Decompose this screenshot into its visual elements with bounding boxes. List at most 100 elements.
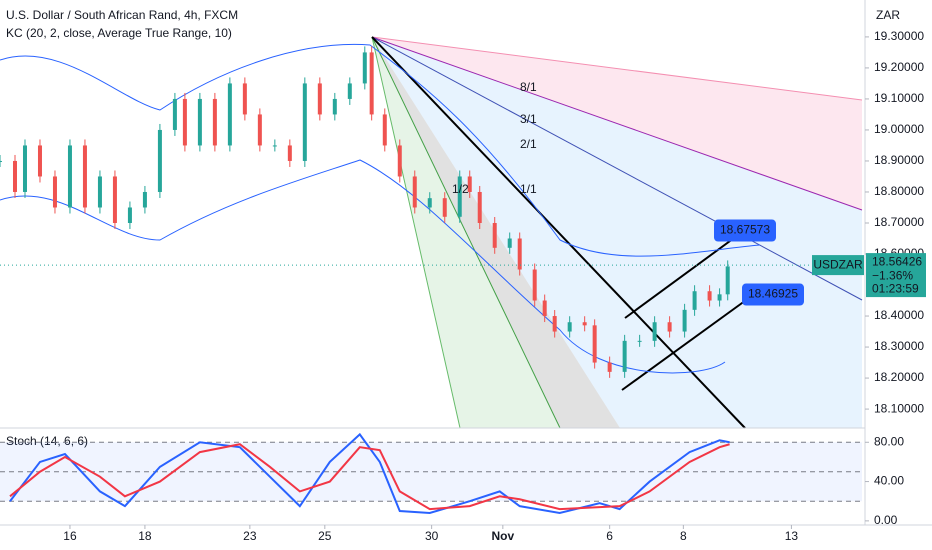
candle (652, 322, 657, 341)
candle (667, 322, 672, 332)
candle (637, 340, 642, 342)
y-tick-label: 80.00 (874, 434, 904, 448)
candle (317, 83, 322, 115)
candle (37, 145, 42, 177)
candle (532, 269, 537, 301)
keltner-upper (0, 43, 761, 257)
candle (227, 83, 232, 146)
fan-line (371, 36, 561, 429)
x-tick-label: 18 (138, 529, 152, 543)
y-tick-label: 18.20000 (874, 370, 924, 384)
candle (97, 176, 102, 208)
candle (362, 52, 367, 84)
y-tick-label: 19.00000 (874, 122, 924, 136)
price-annotation: 18.46925 (748, 287, 798, 301)
fan-label: 2/1 (520, 137, 537, 151)
symbol-label: USDZAR (813, 257, 863, 271)
candle (707, 291, 712, 301)
candle (622, 340, 627, 372)
x-tick-label: 16 (63, 529, 77, 543)
candle (242, 83, 247, 115)
candle (427, 198, 432, 208)
candle (592, 325, 597, 363)
candle (112, 176, 117, 223)
candle (369, 52, 374, 115)
stoch-title: Stoch (14, 6, 6) (6, 434, 88, 448)
x-tick-label: 23 (243, 529, 257, 543)
price-label: 18.56426 (872, 254, 922, 268)
candle (212, 98, 217, 146)
y-tick-label: 18.70000 (874, 215, 924, 229)
y-tick-label: 19.30000 (874, 29, 924, 43)
y-tick-label: 18.30000 (874, 339, 924, 353)
candle (0, 160, 2, 162)
candle (477, 191, 482, 223)
candle (552, 316, 557, 332)
y-tick-label: 19.10000 (874, 91, 924, 105)
x-tick-label: 25 (318, 529, 332, 543)
candle (82, 145, 87, 208)
x-tick-label: 6 (606, 529, 613, 543)
chart-title: U.S. Dollar / South African Rand, 4h, FX… (6, 8, 238, 22)
stoch-band (0, 442, 862, 502)
x-tick-label: 8 (680, 529, 687, 543)
y-tick-label: 18.10000 (874, 401, 924, 415)
candle (257, 114, 262, 146)
candle (197, 98, 202, 146)
candle (567, 322, 572, 332)
candle (382, 114, 387, 146)
channel-line (621, 289, 761, 391)
candle (272, 145, 277, 147)
fan-line (371, 36, 461, 429)
price-annotation: 18.67573 (720, 223, 770, 237)
candle (142, 191, 147, 208)
candle (467, 176, 472, 192)
candle (287, 145, 292, 161)
candle (682, 309, 687, 332)
candle (397, 145, 402, 177)
fan-line (371, 36, 863, 301)
trend-line (371, 36, 746, 429)
y-tick-label: 0.00 (874, 513, 898, 527)
x-tick-label: 30 (425, 529, 439, 543)
candle (127, 207, 132, 223)
candle (67, 145, 72, 208)
candle (517, 238, 522, 270)
candle (507, 238, 512, 248)
candle (492, 222, 497, 248)
candle (332, 98, 337, 115)
fan-label: 3/1 (520, 112, 537, 126)
countdown-label: 01:23:59 (872, 281, 919, 295)
symbol-box (812, 255, 864, 276)
candle (302, 83, 307, 161)
fan-label: 1/2 (452, 182, 469, 196)
price-annotation-box (742, 283, 804, 306)
candle (22, 145, 27, 192)
candle (457, 176, 462, 217)
fan-zone (372, 37, 862, 428)
candle (582, 322, 587, 326)
y-tick-label: 18.80000 (874, 184, 924, 198)
price-annotation-box (714, 219, 776, 242)
currency-label: ZAR (876, 8, 900, 22)
candle (607, 362, 612, 372)
candle (52, 176, 57, 208)
fan-line (371, 36, 863, 211)
fan-label: 8/1 (520, 80, 537, 94)
y-tick-label: 18.90000 (874, 153, 924, 167)
candle (442, 198, 447, 217)
y-tick-label: 40.00 (874, 474, 904, 488)
stoch-line (9, 443, 730, 511)
change-label: −1.36% (872, 268, 913, 282)
candle (542, 300, 547, 317)
candle (412, 176, 417, 208)
candle (182, 98, 187, 146)
price-box (866, 253, 926, 298)
channel-line (624, 229, 746, 319)
candle (692, 291, 697, 310)
y-tick-label: 19.20000 (874, 60, 924, 74)
keltner-lower (0, 159, 726, 374)
candle (157, 129, 162, 192)
